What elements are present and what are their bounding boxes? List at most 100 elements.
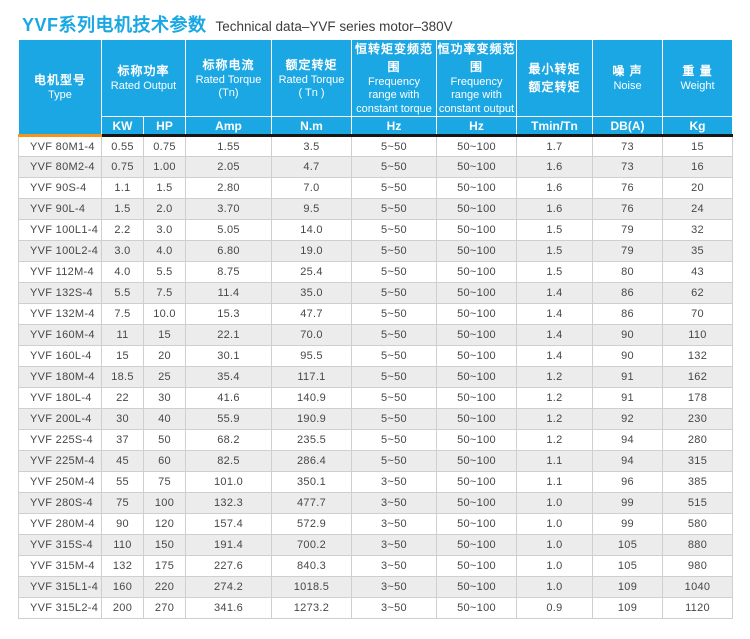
table-cell: 41.6 [185, 387, 272, 410]
table-cell: 79 [592, 219, 663, 242]
table-cell: 76 [592, 177, 663, 200]
table-cell: 80 [592, 261, 663, 284]
column-group-freq-constant-output: 恒功率变频范围 Frequency range with constant ou… [436, 38, 517, 118]
table-cell: 1.2 [516, 387, 593, 410]
table-cell: 20 [143, 345, 186, 368]
header-en: Weight [680, 80, 715, 93]
table-cell: 79 [592, 240, 663, 263]
table-cell: 50~100 [436, 198, 517, 221]
table-cell: 3~50 [351, 555, 437, 578]
table-cell: 0.55 [101, 135, 144, 158]
table-row: YVF 180M-4 18.5 25 35.4 117.1 5~50 50~100 1.2 91… [18, 366, 733, 389]
unit-header-hz-torque: Hz [351, 116, 437, 138]
table-cell: 315 [662, 450, 733, 473]
header-en: Rated Torque [278, 73, 345, 86]
table-cell: 73 [592, 156, 663, 179]
table-cell: 24 [662, 198, 733, 221]
table-cell: 3~50 [351, 534, 437, 557]
table-row: YVF 200L-4 30 40 55.9 190.9 5~50 50~100 1.2 92 23… [18, 408, 733, 431]
table-cell: 3.0 [101, 240, 144, 263]
column-group-weight: 重 量 Weight [662, 38, 733, 118]
table-cell: 1018.5 [271, 576, 352, 599]
table-cell: 1.6 [516, 156, 593, 179]
cell-motor-type: YVF 160M-4 [18, 324, 102, 347]
cell-motor-type: YVF 225S-4 [18, 429, 102, 452]
table-cell: 117.1 [271, 366, 352, 389]
column-group-rated-output: 标称功率 Rated Output [101, 38, 186, 118]
table-cell: 7.5 [143, 282, 186, 305]
table-cell: 227.6 [185, 555, 272, 578]
table-cell: 2.80 [185, 177, 272, 200]
table-row: YVF 280M-4 90 120 157.4 572.9 3~50 50~100 1.0 99… [18, 513, 733, 536]
table-cell: 3~50 [351, 471, 437, 494]
header-zh: 标称功率 [117, 64, 170, 79]
table-cell: 191.4 [185, 534, 272, 557]
table-cell: 190.9 [271, 408, 352, 431]
header-en: Frequency range with constant output [438, 76, 515, 115]
column-group-rated-torque: 额定转矩 Rated Torque ( Tn ) [271, 38, 352, 118]
column-header-motor-type: 电机型号 Type [18, 38, 102, 138]
table-cell: 16 [662, 156, 733, 179]
table-cell: 50~100 [436, 492, 517, 515]
table-cell: 86 [592, 303, 663, 326]
cell-motor-type: YVF 315L2-4 [18, 597, 102, 620]
table-cell: 5~50 [351, 345, 437, 368]
table-cell: 0.75 [101, 156, 144, 179]
table-cell: 5~50 [351, 261, 437, 284]
table-header: 电机型号 Type 标称功率 Rated Output 标称电流 Rated T… [18, 38, 733, 138]
table-cell: 1.5 [101, 198, 144, 221]
table-cell: 95.5 [271, 345, 352, 368]
table-row: YVF 112M-4 4.0 5.5 8.75 25.4 5~50 50~100 1.5 80 4… [18, 261, 733, 284]
table-cell: 11.4 [185, 282, 272, 305]
header-en: Rated Torque [195, 73, 262, 86]
table-cell: 120 [143, 513, 186, 536]
table-cell: 50~100 [436, 576, 517, 599]
table-cell: 150 [143, 534, 186, 557]
table-cell: 5~50 [351, 408, 437, 431]
table-row: YVF 90S-4 1.1 1.5 2.80 7.0 5~50 50~100 1.6 76 20 [18, 177, 733, 200]
cell-motor-type: YVF 225M-4 [18, 450, 102, 473]
table-row: YVF 250M-4 55 75 101.0 350.1 3~50 50~100 1.1 96 3… [18, 471, 733, 494]
table-cell: 157.4 [185, 513, 272, 536]
table-cell: 40 [143, 408, 186, 431]
table-cell: 1.0 [516, 576, 593, 599]
column-group-noise: 噪 声 Noise [592, 38, 663, 118]
table-cell: 1.4 [516, 345, 593, 368]
table-cell: 45 [101, 450, 144, 473]
table-cell: 100 [143, 492, 186, 515]
table-row: YVF 225M-4 45 60 82.5 286.4 5~50 50~100 1.1 94 31… [18, 450, 733, 473]
table-cell: 1.7 [516, 135, 593, 158]
cell-motor-type: YVF 280M-4 [18, 513, 102, 536]
table-cell: 5~50 [351, 324, 437, 347]
table-cell: 110 [101, 534, 144, 557]
header-zh: 噪 声 [612, 64, 643, 79]
table-row: YVF 315L2-4 200 270 341.6 1273.2 3~50 50~100 0.… [18, 597, 733, 620]
table-cell: 1.1 [101, 177, 144, 200]
table-row: YVF 315M-4 132 175 227.6 840.3 3~50 50~100 1.0 1… [18, 555, 733, 578]
table-cell: 132.3 [185, 492, 272, 515]
table-cell: 50~100 [436, 555, 517, 578]
table-cell: 15 [101, 345, 144, 368]
table-cell: 50~100 [436, 240, 517, 263]
table-cell: 8.75 [185, 261, 272, 284]
table-cell: 1.0 [516, 513, 593, 536]
table-cell: 175 [143, 555, 186, 578]
table-cell: 235.5 [271, 429, 352, 452]
table-cell: 1.55 [185, 135, 272, 158]
table-cell: 1.5 [143, 177, 186, 200]
table-cell: 840.3 [271, 555, 352, 578]
table-cell: 94 [592, 429, 663, 452]
table-cell: 105 [592, 534, 663, 557]
table-cell: 1040 [662, 576, 733, 599]
title-english: Technical data–YVF series motor–380V [215, 19, 453, 34]
header-en: Frequency range with constant torque [356, 76, 432, 115]
table-cell: 86 [592, 282, 663, 305]
page-title: YVF系列电机技术参数 Technical data–YVF series mot… [0, 0, 750, 38]
table-cell: 91 [592, 387, 663, 410]
table-row: YVF 100L2-4 3.0 4.0 6.80 19.0 5~50 50~100 1.5 79… [18, 240, 733, 263]
column-group-freq-constant-torque: 恒转矩变频范围 Frequency range with constant to… [351, 38, 437, 118]
table-cell: 60 [143, 450, 186, 473]
table-cell: 5~50 [351, 303, 437, 326]
title-chinese: YVF系列电机技术参数 [22, 15, 207, 35]
